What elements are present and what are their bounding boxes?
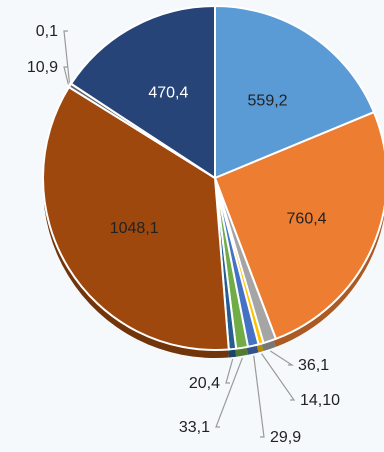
data-label-29-9: 29,9 bbox=[270, 429, 301, 446]
data-label-36-1: 36,1 bbox=[298, 357, 329, 374]
data-label-14-10: 14,10 bbox=[300, 392, 340, 409]
leader-line-33-1 bbox=[215, 357, 243, 428]
slice-470-4 bbox=[70, 5, 216, 179]
data-label-470-4: 470,4 bbox=[148, 85, 188, 102]
leader-line-20-4 bbox=[225, 358, 234, 384]
leader-line-29-9 bbox=[253, 355, 265, 438]
data-label-559-2: 559,2 bbox=[248, 92, 288, 109]
data-label-760-4: 760,4 bbox=[287, 211, 327, 228]
data-label-33-1: 33,1 bbox=[179, 419, 210, 436]
slice-760-4 bbox=[214, 111, 384, 340]
leader-line-36-1 bbox=[270, 350, 295, 366]
leader-line-0-1 bbox=[63, 30, 71, 83]
data-label-10-9: 10,9 bbox=[27, 59, 58, 76]
leader-line-14-10 bbox=[261, 353, 296, 401]
data-label-20-4: 20,4 bbox=[189, 375, 220, 392]
data-label-1048-1: 1048,1 bbox=[110, 220, 159, 237]
slice-559-2 bbox=[214, 5, 375, 179]
data-label-0-1: 0,1 bbox=[36, 23, 58, 40]
slice-1048-1 bbox=[42, 86, 230, 351]
leader-line-10-9 bbox=[63, 66, 69, 85]
